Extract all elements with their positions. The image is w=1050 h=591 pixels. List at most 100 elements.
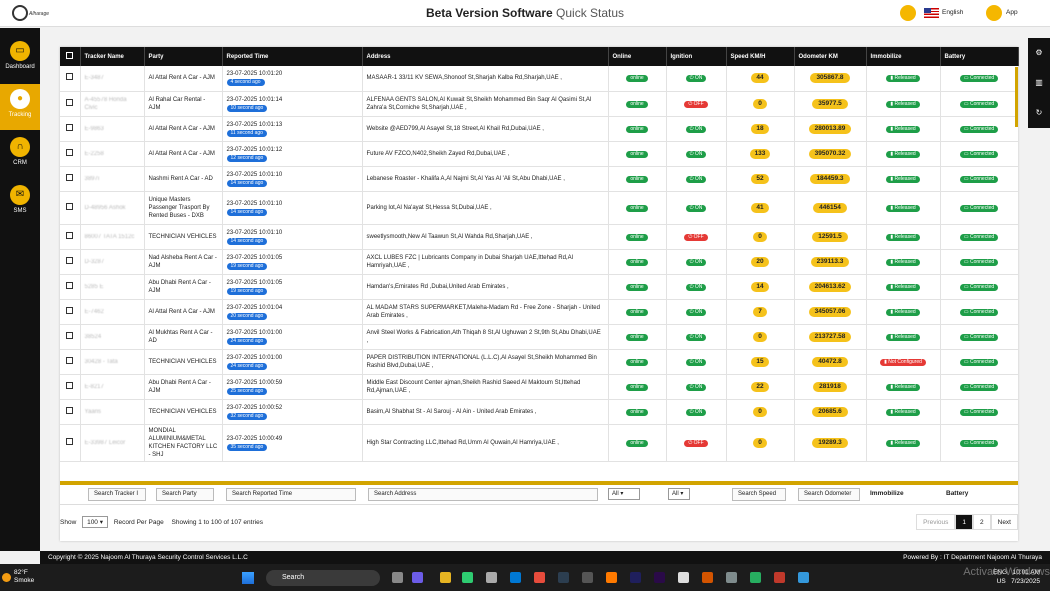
tracker-name[interactable]: E-33987 Leicor [80, 424, 145, 462]
search-tracker-input[interactable]: Search Tracker I [88, 488, 146, 501]
table-row[interactable]: 86007 TATA 1512c TECHNICIAN VEHICLES 23-07… [60, 224, 1019, 250]
immobilize-cell[interactable]: ▮ Released [866, 324, 941, 350]
tracker-name[interactable]: D-3287 [80, 249, 145, 275]
store-icon[interactable] [486, 572, 497, 583]
app-icon-3[interactable] [774, 572, 785, 583]
chrome-profile-icon[interactable] [750, 572, 761, 583]
photoshop-icon[interactable] [558, 572, 569, 583]
file-explorer-icon[interactable] [440, 572, 451, 583]
task-view-icon[interactable] [392, 572, 403, 583]
online-filter-select[interactable]: All ▾ [608, 488, 640, 500]
row-checkbox[interactable] [60, 299, 81, 325]
tracker-name[interactable]: 30428 - Tata [80, 349, 145, 375]
col-ignition[interactable]: Ignition [666, 47, 727, 66]
select-all-checkbox[interactable] [60, 47, 81, 66]
tracker-name[interactable]: A-45578 Honda Civic [80, 91, 145, 117]
tracker-name[interactable]: 86007 TATA 1512c [80, 224, 145, 250]
col-tracker-name[interactable]: Tracker Name [80, 47, 145, 66]
table-row[interactable]: D-48956 Ashok Unique Masters Passenger Tr… [60, 191, 1019, 225]
tracker-name[interactable]: E-8217 [80, 374, 145, 400]
immobilize-cell[interactable]: ▮ Released [866, 166, 941, 192]
immobilize-cell[interactable]: ▮ Released [866, 374, 941, 400]
immobilize-cell[interactable]: ▮ Released [866, 91, 941, 117]
col-speed[interactable]: Speed KM/H [726, 47, 795, 66]
tracker-name[interactable]: E-7462 [80, 299, 145, 325]
app-menu[interactable]: App [1006, 9, 1018, 16]
table-row[interactable]: 3897i Nashmi Rent A Car - AD 23-07-2025 10… [60, 166, 1019, 192]
table-row[interactable]: E-8217 Abu Dhabi Rent A Car - AJM 23-07-20… [60, 374, 1019, 400]
search-odometer-input[interactable]: Search Odometer [798, 488, 860, 501]
tracker-name[interactable]: 5285 E [80, 274, 145, 300]
tracker-name[interactable]: E-3487 [80, 66, 145, 92]
app-icon-2[interactable] [726, 572, 737, 583]
copilot-icon[interactable] [412, 572, 423, 583]
table-row[interactable]: E-2258 Al Attal Rent A Car - AJM 23-07-202… [60, 141, 1019, 167]
col-address[interactable]: Address [362, 47, 609, 66]
immobilize-cell[interactable]: ▮ Released [866, 424, 941, 462]
search-speed-input[interactable]: Search Speed [732, 488, 786, 501]
row-checkbox[interactable] [60, 116, 81, 142]
chrome-active-icon[interactable] [534, 572, 545, 583]
immobilize-cell[interactable]: ▮ Not Configured [866, 349, 941, 375]
word-icon[interactable] [582, 572, 593, 583]
notification-bell-icon[interactable] [900, 5, 916, 21]
language-selector[interactable]: English [942, 9, 964, 16]
weather-widget[interactable]: 82°F Smoke [14, 569, 35, 584]
sidebar-item-sms[interactable]: ✉ SMS [0, 180, 40, 226]
table-row[interactable]: 30428 - Tata TECHNICIAN VEHICLES 23-07-202… [60, 349, 1019, 375]
taskbar-search[interactable]: Search [266, 570, 380, 586]
tracker-name[interactable]: Yaaris [80, 399, 145, 425]
page-1-button[interactable]: 1 [955, 514, 973, 530]
row-checkbox[interactable] [60, 274, 81, 300]
vertical-scrollbar[interactable] [1015, 67, 1018, 127]
ignition-filter-select[interactable]: All ▾ [668, 488, 690, 500]
settings-icon[interactable]: ⚙ [1035, 48, 1043, 57]
after-effects-icon[interactable] [630, 572, 641, 583]
media-player-icon[interactable] [678, 572, 689, 583]
search-party-input[interactable]: Search Party [156, 488, 214, 501]
app-icon-4[interactable] [798, 572, 809, 583]
windows-start-icon[interactable] [242, 572, 254, 584]
illustrator-icon[interactable] [606, 572, 617, 583]
row-checkbox[interactable] [60, 66, 81, 92]
table-row[interactable]: A-45578 Honda Civic Al Rahal Car Rental -… [60, 91, 1019, 117]
table-row[interactable]: D-3287 Nad Alsheba Rent A Car - AJM 23-07-… [60, 249, 1019, 275]
premiere-icon[interactable] [654, 572, 665, 583]
logo[interactable]: Alharage [12, 4, 62, 22]
table-row[interactable]: E-3487 Al Attal Rent A Car - AJM 23-07-202… [60, 66, 1019, 92]
col-immobilize[interactable]: Immobilize [866, 47, 941, 66]
tracker-name[interactable]: 38524 [80, 324, 145, 350]
table-row[interactable]: Yaaris TECHNICIAN VEHICLES 23-07-2025 10:0… [60, 399, 1019, 425]
refresh-icon[interactable]: ↻ [1035, 108, 1043, 117]
sidebar-item-crm[interactable]: ∩ CRM [0, 132, 40, 178]
row-checkbox[interactable] [60, 399, 81, 425]
previous-button[interactable]: Previous [916, 514, 956, 530]
table-row[interactable]: 38524 Al Mukhtas Rent A Car - AD 23-07-202… [60, 324, 1019, 350]
row-checkbox[interactable] [60, 166, 81, 192]
immobilize-cell[interactable]: ▮ Released [866, 224, 941, 250]
tracker-name[interactable]: E-2258 [80, 141, 145, 167]
immobilize-cell[interactable]: ▮ Released [866, 141, 941, 167]
col-reported-time[interactable]: Reported Time [222, 47, 363, 66]
col-odometer[interactable]: Odometer KM [794, 47, 867, 66]
us-flag-icon[interactable] [924, 8, 939, 18]
immobilize-cell[interactable]: ▮ Released [866, 116, 941, 142]
row-checkbox[interactable] [60, 324, 81, 350]
table-row[interactable]: E-9863 Al Attal Rent A Car - AJM 23-07-202… [60, 116, 1019, 142]
edge-icon[interactable] [510, 572, 521, 583]
col-online[interactable]: Online [608, 47, 667, 66]
sidebar-item-tracking[interactable]: ● Tracking [0, 84, 40, 130]
row-checkbox[interactable] [60, 191, 81, 225]
row-checkbox[interactable] [60, 374, 81, 400]
immobilize-cell[interactable]: ▮ Released [866, 249, 941, 275]
row-checkbox[interactable] [60, 249, 81, 275]
table-row[interactable]: E-7462 Al Attal Rent A Car - AJM 23-07-202… [60, 299, 1019, 325]
search-address-input[interactable]: Search Address [368, 488, 598, 501]
col-battery[interactable]: Battery [940, 47, 1019, 66]
row-checkbox[interactable] [60, 424, 81, 462]
page-2-button[interactable]: 2 [973, 514, 991, 530]
search-time-input[interactable]: Search Reported Time [226, 488, 356, 501]
table-row[interactable]: E-33987 Leicor MONDIAL ALUMINIUM&METAL KI… [60, 424, 1019, 462]
tracker-name[interactable]: E-9863 [80, 116, 145, 142]
row-checkbox[interactable] [60, 224, 81, 250]
